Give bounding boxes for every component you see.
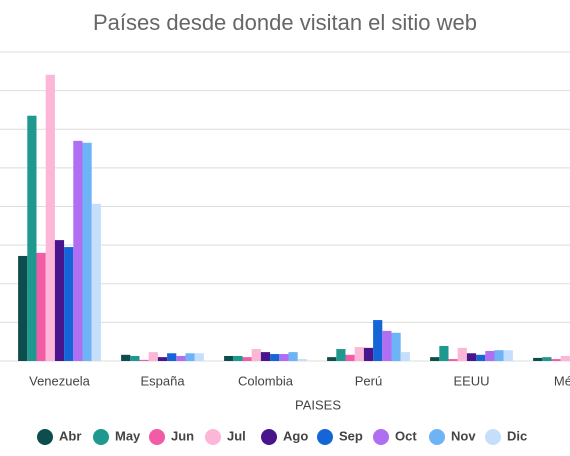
bar (382, 330, 392, 361)
bar (542, 357, 552, 361)
x-tick-label: EEUU (453, 373, 489, 388)
legend-label: Sep (339, 428, 363, 443)
legend-marker (205, 429, 221, 445)
bar (533, 357, 543, 361)
bar (167, 353, 177, 361)
bar (45, 74, 55, 361)
bar (354, 347, 364, 361)
bar (279, 354, 289, 361)
bar (242, 357, 252, 361)
bar (363, 347, 374, 361)
bar (430, 357, 440, 361)
bar (27, 115, 37, 361)
legend-marker (37, 429, 53, 445)
bar (485, 350, 495, 361)
bar (448, 359, 458, 361)
legend-label: Jul (227, 428, 246, 443)
bar (336, 349, 346, 361)
legend-label: Jun (171, 428, 194, 443)
bar (121, 354, 131, 361)
x-tick-label: México (554, 373, 570, 388)
bar (560, 355, 570, 361)
bar (494, 350, 504, 361)
bar (270, 354, 280, 361)
bar (503, 350, 513, 361)
bar (36, 252, 46, 361)
bar (139, 359, 149, 361)
bar (251, 349, 261, 361)
chart-title: Países desde donde visitan el sitio web (93, 10, 477, 35)
legend-marker (373, 429, 389, 445)
legend-marker (261, 429, 277, 445)
x-tick-label: Colombia (238, 373, 294, 388)
legend-label: Dic (507, 428, 527, 443)
legend-marker (93, 429, 109, 445)
legend-label: Oct (395, 428, 417, 443)
x-tick-label: España (140, 373, 185, 388)
bar (345, 354, 355, 361)
x-axis-label: PAISES (295, 397, 341, 412)
bar (476, 354, 486, 361)
legend-marker (317, 429, 333, 445)
legend-label: Nov (451, 428, 476, 443)
bar (260, 352, 271, 361)
bar (18, 255, 28, 361)
bar (288, 352, 298, 361)
bar (457, 347, 467, 361)
bar (373, 320, 383, 361)
bar (400, 352, 410, 361)
bar (551, 359, 561, 361)
bar (64, 247, 74, 361)
legend-label: Ago (283, 428, 308, 443)
bar (157, 357, 168, 361)
bar (391, 332, 401, 361)
bar (224, 355, 234, 361)
bar (73, 140, 83, 361)
bar (130, 355, 140, 361)
bar (82, 142, 92, 361)
x-tick-label: Venezuela (29, 373, 90, 388)
legend-label: May (115, 428, 141, 443)
bar (327, 357, 337, 361)
legend-marker (149, 429, 165, 445)
bar (91, 203, 101, 361)
bar (176, 355, 186, 361)
legend-marker (429, 429, 445, 445)
bar (466, 353, 477, 361)
legend-marker (485, 429, 501, 445)
bar (297, 359, 307, 361)
x-tick-label: Perú (355, 373, 382, 388)
legend-label: Abr (59, 428, 81, 443)
bar (148, 352, 158, 361)
bar (439, 345, 449, 361)
bar (194, 353, 204, 361)
bar (185, 353, 195, 361)
bar (54, 240, 65, 361)
bar (233, 355, 243, 361)
